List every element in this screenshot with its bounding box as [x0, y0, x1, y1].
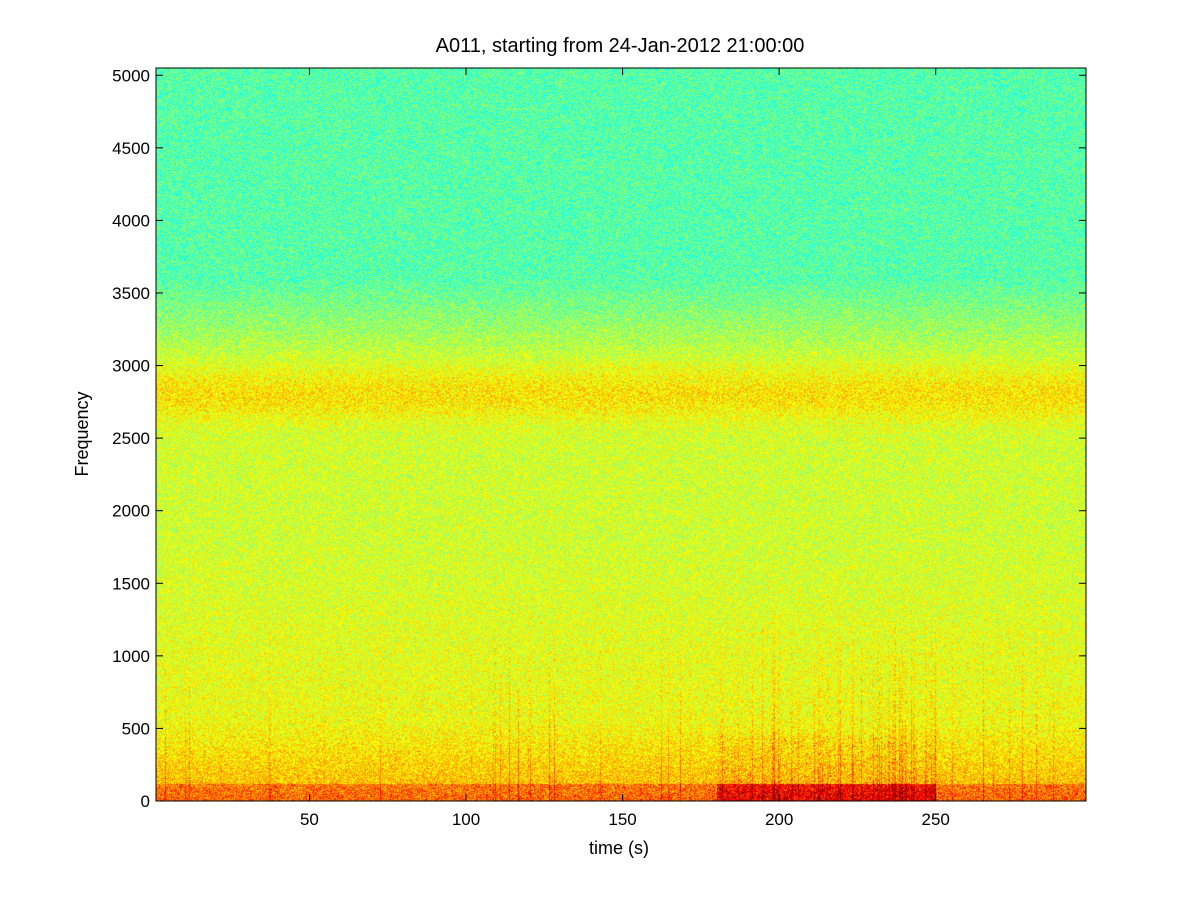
axes-frame — [155, 67, 1087, 802]
x-tick-label: 100 — [452, 810, 480, 829]
y-tick-label: 3500 — [112, 284, 150, 303]
y-tick-label: 0 — [141, 792, 150, 811]
x-tick-label: 50 — [300, 810, 319, 829]
chart-title: A011, starting from 24-Jan-2012 21:00:00 — [436, 35, 805, 57]
y-axis-label: Frequency — [72, 391, 92, 476]
x-axis-label: time (s) — [589, 838, 649, 858]
heatmap-image — [156, 68, 1086, 801]
y-tick-label: 2500 — [112, 429, 150, 448]
y-tick-label: 4500 — [112, 139, 150, 158]
y-tick-label: 500 — [122, 719, 150, 738]
plot-area — [155, 67, 1087, 802]
y-tick-label: 2000 — [112, 502, 150, 521]
y-tick-label: 3000 — [112, 357, 150, 376]
x-axis: 50 100 150 200 250 — [300, 68, 950, 829]
x-tick-label: 250 — [922, 810, 950, 829]
y-tick-label: 4000 — [112, 211, 150, 230]
y-tick-label: 1000 — [112, 647, 150, 666]
x-tick-label: 200 — [765, 810, 793, 829]
x-tick-label: 150 — [608, 810, 636, 829]
y-axis: 0 500 1000 1500 2000 2500 3000 3500 4000 4500 5000 — [112, 66, 1086, 811]
y-tick-label: 1500 — [112, 574, 150, 593]
y-tick-label: 5000 — [112, 66, 150, 85]
